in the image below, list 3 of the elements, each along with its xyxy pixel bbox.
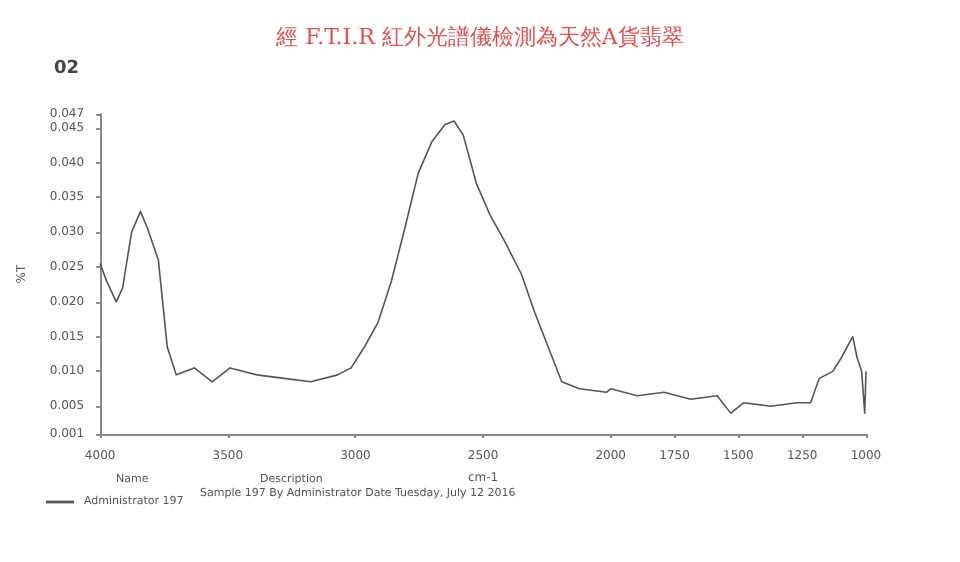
chart-title: 經 F.T.I.R 紅外光譜儀檢測為天然A貨翡翠 xyxy=(274,24,684,50)
line-series xyxy=(99,120,867,414)
text: 02 xyxy=(54,59,80,79)
